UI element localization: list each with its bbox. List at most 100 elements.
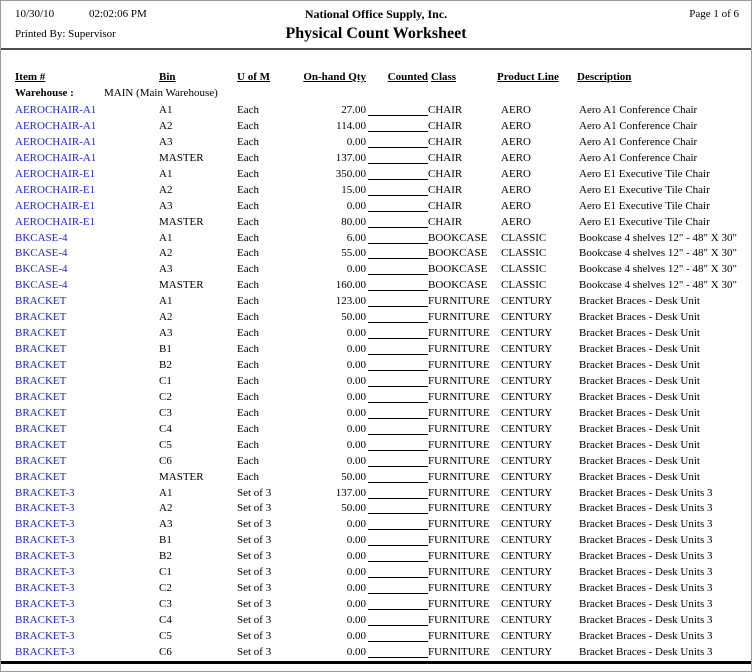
description-cell: Bracket Braces - Desk Units 3 — [579, 550, 713, 563]
product-line-cell: AERO — [501, 119, 531, 132]
item-number-link[interactable]: BKCASE-4 — [15, 231, 68, 244]
item-number-link[interactable]: AEROCHAIR-A1 — [15, 119, 97, 132]
item-number-link[interactable]: AEROCHAIR-A1 — [15, 104, 97, 116]
onhand-qty-cell: 137.00 — [335, 151, 366, 164]
item-number-link[interactable]: BRACKET-3 — [15, 550, 75, 563]
product-line-cell: CENTURY — [501, 422, 553, 435]
counted-blank-line — [368, 294, 428, 308]
item-number-link[interactable]: BKCASE-4 — [15, 247, 68, 260]
item-number-link[interactable]: BRACKET — [15, 406, 67, 419]
description-cell: Bracket Braces - Desk Units 3 — [579, 502, 713, 515]
item-number-link[interactable]: BKCASE-4 — [15, 263, 68, 276]
item-number-link[interactable]: BRACKET-3 — [15, 645, 75, 658]
item-number-link[interactable]: BRACKET — [15, 422, 67, 435]
counted-blank-line — [368, 183, 428, 196]
product-line-cell: CENTURY — [501, 550, 553, 563]
item-number-link[interactable]: BRACKET — [15, 374, 67, 387]
table-row: BRACKET-3 C1 Set of 3 0.00 FURNITURE CEN… — [1, 565, 751, 581]
table-row: BRACKET-3 A1 Set of 3 137.00 FURNITURE C… — [1, 486, 751, 502]
uofm-cell: Each — [237, 135, 259, 148]
item-number-link[interactable]: BRACKET — [15, 359, 67, 371]
item-number-link[interactable]: AEROCHAIR-A1 — [15, 135, 97, 148]
item-number-link[interactable]: BRACKET — [15, 454, 67, 467]
description-cell: Bracket Braces - Desk Units 3 — [579, 518, 713, 531]
class-cell: FURNITURE — [428, 629, 490, 642]
class-cell: FURNITURE — [428, 311, 490, 324]
counted-blank-line — [368, 629, 428, 642]
onhand-qty-cell: 0.00 — [346, 645, 366, 658]
product-line-cell: AERO — [501, 199, 531, 212]
uofm-cell: Each — [237, 390, 259, 403]
item-number-link[interactable]: BRACKET-3 — [15, 598, 75, 611]
counted-blank-line — [368, 581, 428, 595]
uofm-cell: Each — [237, 311, 259, 324]
class-cell: FURNITURE — [428, 422, 490, 435]
item-number-link[interactable]: AEROCHAIR-E1 — [15, 199, 96, 212]
print-date: 10/30/10 — [15, 8, 55, 20]
counted-blank-line — [368, 135, 428, 148]
table-row: BRACKET-3 C5 Set of 3 0.00 FURNITURE CEN… — [1, 629, 751, 645]
table-row: AEROCHAIR-A1 A2 Each 114.00 CHAIR AERO A… — [1, 119, 751, 135]
onhand-qty-cell: 27.00 — [341, 104, 366, 116]
item-number-link[interactable]: BRACKET-3 — [15, 486, 75, 499]
item-number-link[interactable]: BRACKET — [15, 343, 67, 356]
description-cell: Bracket Braces - Desk Unit — [579, 343, 700, 356]
item-number-link[interactable]: AEROCHAIR-E1 — [15, 183, 96, 196]
bin-cell: MASTER — [159, 151, 204, 164]
bin-cell: C1 — [159, 566, 172, 579]
counted-blank-line — [368, 390, 428, 403]
item-number-link[interactable]: AEROCHAIR-E1 — [15, 215, 96, 228]
item-number-link[interactable]: AEROCHAIR-A1 — [15, 151, 97, 164]
counted-blank-line — [368, 103, 428, 116]
item-number-link[interactable]: BRACKET-3 — [15, 502, 75, 515]
column-header-bin: Bin — [159, 71, 176, 83]
table-row: BRACKET C5 Each 0.00 FURNITURE CENTURY B… — [1, 438, 751, 454]
uofm-cell: Each — [237, 119, 259, 132]
item-number-link[interactable]: BRACKET — [15, 311, 67, 324]
item-number-link[interactable]: BRACKET-3 — [15, 582, 75, 595]
table-row: BRACKET C3 Each 0.00 FURNITURE CENTURY B… — [1, 406, 751, 422]
page-indicator: Page 1 of 6 — [689, 8, 739, 20]
item-number-link[interactable]: BRACKET-3 — [15, 518, 75, 531]
uofm-cell: Set of 3 — [237, 486, 272, 499]
item-number-link[interactable]: BKCASE-4 — [15, 279, 68, 292]
counted-blank-line — [368, 645, 428, 658]
item-number-link[interactable]: BRACKET — [15, 295, 67, 308]
uofm-cell: Each — [237, 183, 259, 196]
product-line-cell: CENTURY — [501, 566, 553, 579]
item-number-link[interactable]: BRACKET-3 — [15, 534, 75, 547]
table-row: BRACKET-3 A3 Set of 3 0.00 FURNITURE CEN… — [1, 517, 751, 533]
onhand-qty-cell: 0.00 — [346, 374, 366, 387]
counted-blank-line — [368, 549, 428, 563]
uofm-cell: Set of 3 — [237, 502, 272, 515]
counted-blank-line — [368, 486, 428, 499]
item-number-link[interactable]: BRACKET — [15, 470, 67, 483]
table-row: AEROCHAIR-E1 A2 Each 15.00 CHAIR AERO Ae… — [1, 183, 751, 199]
item-number-link[interactable]: BRACKET — [15, 438, 67, 451]
item-number-link[interactable]: BRACKET — [15, 390, 67, 403]
description-cell: Bookcase 4 shelves 12" - 48" X 30" — [579, 263, 737, 276]
item-number-link[interactable]: BRACKET — [15, 327, 67, 340]
description-cell: Aero E1 Executive Tile Chair — [579, 183, 710, 196]
table-row: BKCASE-4 A1 Each 6.00 BOOKCASE CLASSIC B… — [1, 231, 751, 247]
onhand-qty-cell: 137.00 — [335, 486, 366, 499]
class-cell: FURNITURE — [428, 470, 490, 483]
bin-cell: B2 — [159, 550, 172, 563]
description-cell: Bracket Braces - Desk Unit — [579, 422, 700, 435]
class-cell: BOOKCASE — [428, 247, 488, 260]
uofm-cell: Set of 3 — [237, 614, 272, 626]
description-cell: Bookcase 4 shelves 12" - 48" X 30" — [579, 231, 737, 244]
item-number-link[interactable]: AEROCHAIR-E1 — [15, 167, 96, 180]
onhand-qty-cell: 0.00 — [346, 359, 366, 371]
item-number-link[interactable]: BRACKET-3 — [15, 629, 75, 642]
onhand-qty-cell: 0.00 — [346, 582, 366, 595]
report-header: 10/30/10 02:02:06 PM National Office Sup… — [1, 1, 751, 48]
onhand-qty-cell: 0.00 — [346, 534, 366, 547]
bin-cell: A2 — [159, 119, 173, 132]
item-number-link[interactable]: BRACKET-3 — [15, 566, 75, 579]
bin-cell: A2 — [159, 247, 173, 260]
item-number-link[interactable]: BRACKET-3 — [15, 614, 75, 626]
onhand-qty-cell: 160.00 — [335, 279, 366, 292]
class-cell: FURNITURE — [428, 566, 490, 579]
